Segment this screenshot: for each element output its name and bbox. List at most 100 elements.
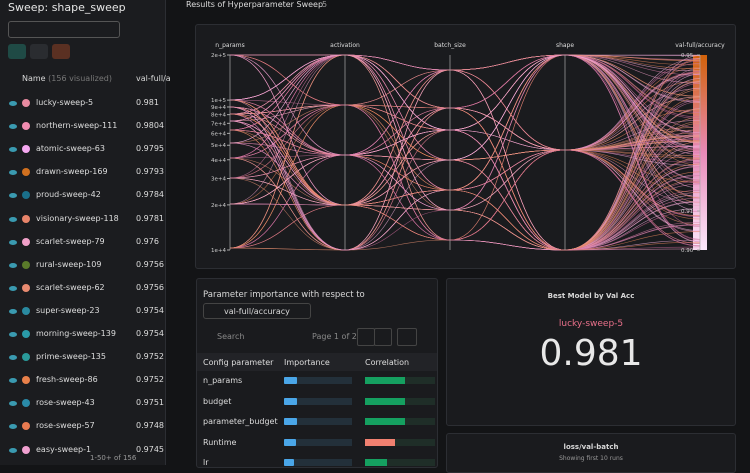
visibility-icon	[9, 332, 17, 337]
visibility-icon	[9, 401, 17, 407]
visibility-icon	[9, 170, 17, 176]
importance-track	[284, 459, 352, 466]
column-header[interactable]: Importance	[284, 358, 330, 367]
best-run[interactable]: lucky-sweep-5	[558, 319, 624, 329]
best-value: 0.981	[539, 333, 643, 374]
run-color	[22, 399, 30, 408]
run-name[interactable]: rose-sweep-57	[36, 421, 95, 431]
visibility-icon	[9, 124, 17, 130]
importance-title: Parameter importance with respect to	[203, 290, 365, 300]
loss-title: loss/val-batch	[563, 443, 619, 451]
prev-button[interactable]	[357, 328, 375, 346]
importance-bar	[284, 377, 297, 384]
columns-button[interactable]	[397, 328, 417, 346]
run-color	[22, 283, 30, 292]
run-color	[22, 330, 30, 338]
run-name[interactable]: fresh-sweep-86	[36, 375, 98, 385]
loss-subtitle: Showing first 10 runs	[559, 455, 623, 462]
run-name[interactable]: morning-sweep-139	[36, 329, 116, 338]
table-header	[197, 353, 437, 371]
run-name[interactable]: super-sweep-23	[36, 305, 100, 315]
section-count: 5	[322, 0, 328, 9]
visibility-icon	[9, 447, 17, 453]
page-indicator: Page 1 of 2	[312, 332, 357, 341]
run-value: 0.9751	[136, 398, 164, 408]
run-color	[22, 237, 30, 246]
importance-track	[284, 397, 352, 405]
run-name[interactable]: lucky-sweep-5	[36, 98, 94, 107]
next-button[interactable]	[374, 328, 392, 346]
filter-button[interactable]	[8, 44, 26, 59]
run-value: 0.9804	[136, 121, 164, 131]
group-button[interactable]	[30, 44, 48, 59]
search-input[interactable]: Search	[217, 332, 245, 341]
column-header[interactable]: Correlation	[365, 358, 410, 367]
run-name[interactable]: atomic-sweep-63	[36, 144, 105, 154]
visibility-icon	[9, 308, 17, 314]
run-color	[22, 306, 30, 315]
visibility-icon	[9, 101, 17, 106]
sidebar	[0, 0, 166, 465]
run-value: 0.9795	[136, 144, 164, 154]
param-name: lr	[203, 458, 209, 467]
correlation-bar	[365, 459, 387, 466]
importance-bar	[284, 438, 296, 446]
metric-header[interactable]: val-full/a	[136, 74, 171, 83]
correlation-bar	[365, 377, 405, 384]
visibility-icon	[9, 424, 17, 430]
metric-dropdown[interactable]: val-full/accuracy	[203, 303, 311, 319]
run-value: 0.9793	[136, 167, 164, 177]
visibility-icon	[9, 285, 17, 291]
run-name[interactable]: drawn-sweep-169	[36, 167, 108, 177]
param-name: parameter_budget	[203, 417, 278, 426]
importance-bar	[284, 397, 297, 405]
column-header[interactable]: Config parameter	[203, 358, 274, 367]
run-value: 0.9754	[136, 305, 164, 315]
parallel-panel	[195, 24, 736, 269]
run-name[interactable]: easy-sweep-1	[36, 444, 92, 454]
run-value: 0.981	[136, 98, 159, 107]
importance-panel	[196, 278, 438, 468]
run-value: 0.9745	[136, 444, 164, 454]
section-title[interactable]: Results of Hyperparameter Sweep	[186, 0, 324, 9]
run-color	[22, 214, 30, 223]
correlation-track	[365, 459, 435, 466]
run-name[interactable]: visionary-sweep-118	[36, 213, 119, 223]
run-value: 0.9754	[136, 329, 164, 338]
run-name[interactable]: scarlet-sweep-62	[36, 282, 105, 292]
name-header[interactable]: Name (156 visualized)	[22, 74, 112, 83]
visibility-icon	[9, 262, 17, 268]
run-name[interactable]: proud-sweep-42	[36, 190, 101, 200]
run-name[interactable]: rural-sweep-109	[36, 259, 102, 269]
correlation-bar	[365, 418, 405, 425]
run-color	[22, 445, 30, 454]
run-color	[22, 99, 30, 107]
run-name[interactable]: northern-sweep-111	[36, 121, 118, 131]
pagination: 1-50+ of 156	[90, 454, 137, 462]
importance-track	[284, 418, 352, 425]
run-value: 0.9756	[136, 259, 164, 269]
visibility-icon	[9, 355, 17, 361]
count-label: (156 visualized)	[48, 74, 112, 83]
run-value: 0.9752	[136, 375, 164, 385]
run-color	[22, 191, 30, 200]
visibility-icon	[9, 147, 17, 153]
best-panel	[446, 278, 736, 426]
sort-button[interactable]	[52, 44, 70, 59]
visibility-icon	[9, 239, 17, 245]
importance-bar	[284, 459, 294, 466]
importance-bar	[284, 418, 297, 425]
visibility-icon	[9, 216, 17, 222]
loss-panel	[446, 433, 736, 473]
run-color	[22, 122, 30, 131]
run-color	[22, 145, 30, 154]
run-name[interactable]: prime-sweep-135	[36, 352, 106, 362]
run-value: 0.9784	[136, 190, 164, 200]
correlation-track	[365, 438, 435, 446]
run-value: 0.9781	[136, 213, 164, 223]
run-name[interactable]: scarlet-sweep-79	[36, 236, 105, 246]
run-name[interactable]: rose-sweep-43	[36, 398, 95, 408]
param-name: Runtime	[203, 437, 237, 447]
search-box[interactable]	[8, 21, 120, 38]
